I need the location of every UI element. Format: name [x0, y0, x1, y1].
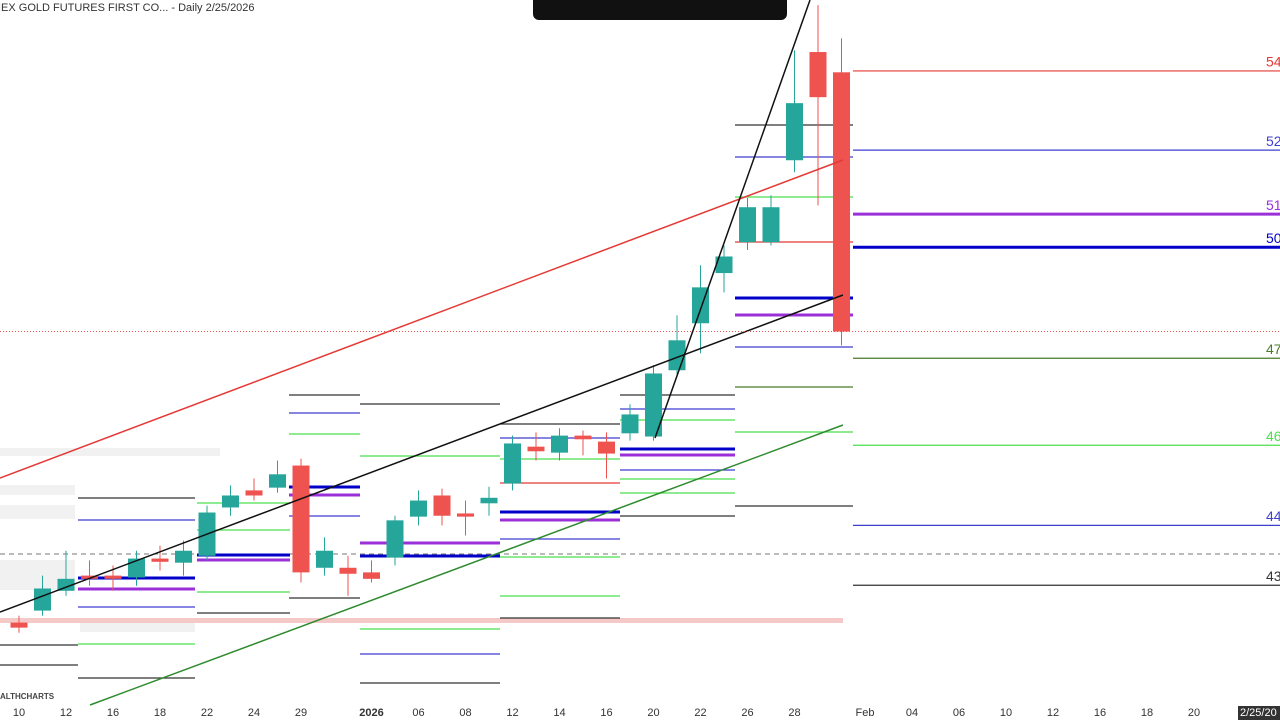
candle-body	[222, 495, 239, 508]
level-label: 47	[1266, 341, 1280, 357]
candle-body	[504, 443, 521, 484]
candle-body	[739, 207, 756, 243]
level-label: 52	[1266, 133, 1280, 149]
zone-band	[0, 618, 843, 623]
candle-body	[410, 500, 427, 517]
x-tick-label: 10	[1000, 707, 1012, 719]
x-tick-label: 2026	[359, 707, 383, 719]
candle-body	[57, 578, 75, 591]
chart-title: IEX GOLD FUTURES FIRST CO... - Daily 2/2…	[0, 2, 255, 14]
candle-body	[433, 495, 451, 516]
x-tick-label: 06	[953, 707, 965, 719]
candle-body	[10, 622, 28, 628]
x-tick-label: 12	[506, 707, 518, 719]
candle-body	[81, 575, 98, 579]
trendline	[654, 0, 811, 439]
candle-body	[762, 207, 780, 243]
candle-body	[175, 550, 192, 563]
level-label: 54	[1266, 54, 1280, 70]
x-tick-label: 22	[694, 707, 706, 719]
x-tick-label: 20	[647, 707, 659, 719]
candle-body	[363, 572, 380, 579]
x-tick-label: 12	[1047, 707, 1059, 719]
candle-body	[598, 441, 615, 454]
x-tick-label: 06	[412, 707, 424, 719]
candle-body	[339, 567, 357, 574]
candle-body	[245, 490, 263, 496]
level-label: 51	[1266, 197, 1280, 213]
x-tick-label: 10	[13, 707, 25, 719]
watermark: ALTHCHARTS	[0, 692, 55, 701]
x-tick-label: 08	[459, 707, 471, 719]
cursor-label-box	[1238, 706, 1280, 720]
x-tick-label: 12	[60, 707, 72, 719]
cursor-label: 2/25/20	[1240, 707, 1277, 719]
candle-body	[316, 550, 333, 568]
candle-body	[292, 465, 310, 573]
x-tick-label: 16	[107, 707, 119, 719]
x-tick-label: 20	[1188, 707, 1200, 719]
level-segments	[78, 313, 853, 591]
candle-body	[527, 446, 545, 452]
level-label: 46	[1266, 428, 1280, 444]
candle-body	[480, 497, 498, 504]
trendline	[0, 159, 844, 479]
candle-body	[809, 52, 827, 98]
level-label: 44	[1266, 508, 1280, 524]
x-tick-label: 04	[906, 707, 918, 719]
x-tick-label: 29	[295, 707, 307, 719]
x-tick-label: Feb	[856, 707, 875, 719]
candle-body	[833, 72, 850, 332]
candle-body	[551, 435, 568, 453]
candle-body	[151, 558, 169, 562]
trendline	[89, 424, 844, 706]
candle-body	[574, 435, 592, 440]
level-label: 50	[1266, 230, 1280, 246]
level-segments	[78, 196, 853, 645]
x-tick-label: 24	[248, 707, 260, 719]
x-tick-label: 14	[553, 707, 565, 719]
candle-body	[386, 520, 404, 558]
candle-body	[621, 414, 639, 434]
x-tick-label: 26	[741, 707, 753, 719]
candle-body	[128, 558, 145, 578]
x-tick-label: 22	[201, 707, 213, 719]
candle-body	[34, 588, 51, 611]
x-tick-label: 18	[154, 707, 166, 719]
candle-body	[457, 513, 474, 517]
candle-body	[715, 256, 733, 274]
candle-body	[269, 474, 286, 488]
x-tick-label: 18	[1141, 707, 1153, 719]
top-bar	[533, 0, 787, 20]
candle-body	[104, 575, 122, 579]
trendline	[0, 294, 844, 613]
candle-body	[786, 103, 803, 161]
candle-body	[645, 373, 662, 437]
x-tick-label: 28	[788, 707, 800, 719]
x-tick-label: 16	[1094, 707, 1106, 719]
x-tick-label: 16	[600, 707, 612, 719]
level-label: 43	[1266, 568, 1280, 584]
